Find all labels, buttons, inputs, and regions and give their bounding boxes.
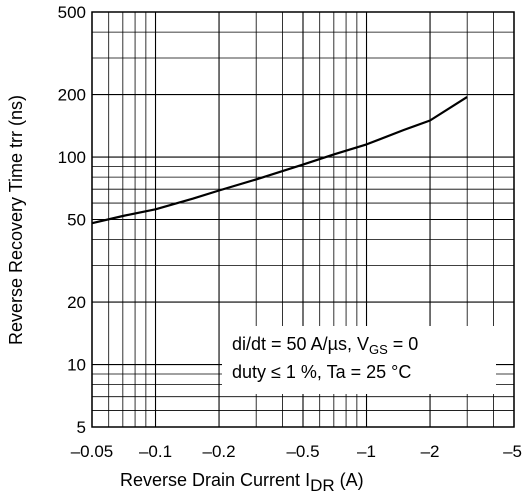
y-tick-label: 100 (58, 148, 86, 167)
y-tick-label: 200 (58, 86, 86, 105)
y-tick-labels: 5 10 20 50 100 200 500 (58, 3, 86, 437)
x-tick-label: –1 (357, 442, 376, 461)
x-tick-label: –2 (421, 442, 440, 461)
x-tick-labels: –0.05 –0.1 –0.2 –0.5 –1 –2 –5 (71, 442, 522, 461)
x-tick-label: –0.1 (139, 442, 172, 461)
annotation-line-2: duty ≤ 1 %, Ta = 25 °C (232, 362, 411, 382)
x-tick-label: –0.2 (202, 442, 235, 461)
y-tick-label: 5 (77, 418, 86, 437)
y-tick-label: 50 (67, 211, 86, 230)
x-axis-label-main: Reverse Drain Current I (120, 470, 310, 490)
y-tick-label: 20 (67, 293, 86, 312)
x-axis-label-unit: (A) (335, 470, 364, 490)
series-line (92, 97, 467, 223)
x-tick-label: –0.05 (71, 442, 114, 461)
x-tick-label: –0.5 (286, 442, 319, 461)
series-group (92, 97, 467, 223)
y-axis-label: Reverse Recovery Time trr (ns) (6, 95, 26, 345)
x-tick-label: –5 (503, 442, 522, 461)
x-axis-label-sub: DR (310, 476, 335, 495)
annotation-line-1-post: = 0 (388, 334, 419, 354)
y-tick-label: 500 (58, 3, 86, 22)
y-tick-label: 10 (67, 356, 86, 375)
annotation-line-1-sub: GS (369, 342, 388, 357)
annotation-line-1: di/dt = 50 A/µs, VGS = 0 (232, 334, 418, 357)
annotation-line-1-pre: di/dt = 50 A/µs, V (232, 334, 369, 354)
x-axis-label: Reverse Drain Current IDR (A) (120, 470, 364, 495)
